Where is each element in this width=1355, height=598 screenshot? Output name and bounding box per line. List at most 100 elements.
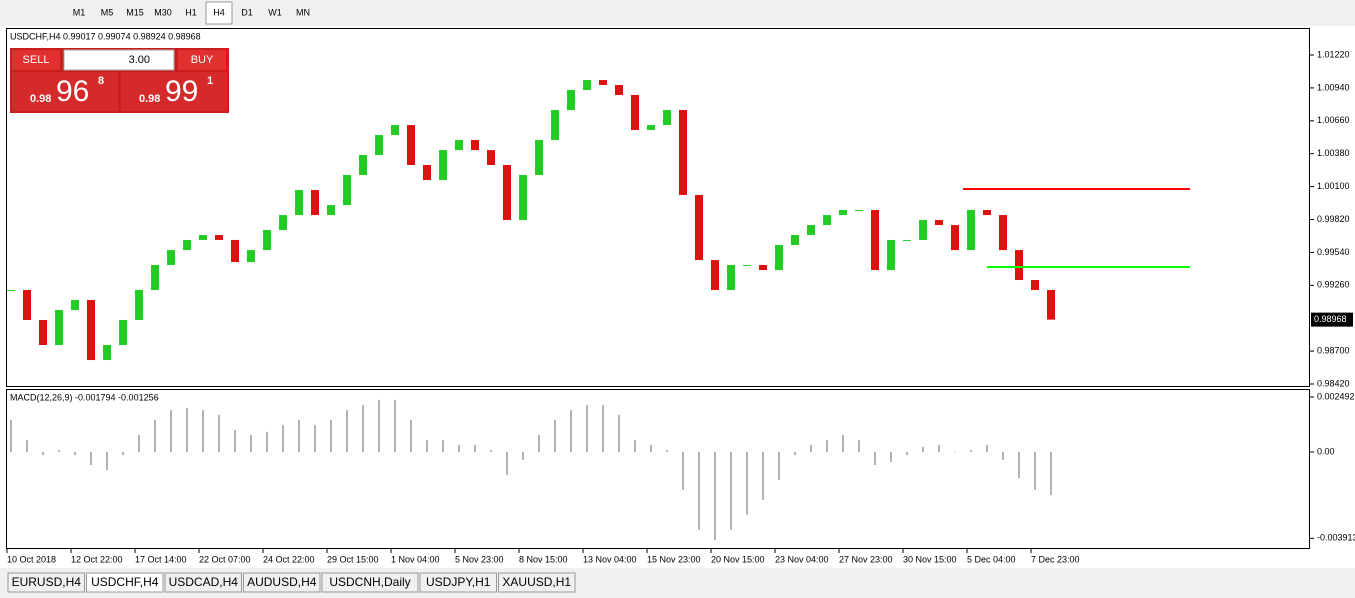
tab[interactable]	[7, 572, 85, 593]
x-tick-label: 8 Nov 15:00	[519, 554, 568, 564]
tab-label: USDCHF,H4	[91, 575, 159, 589]
tab[interactable]	[164, 572, 242, 593]
candle-body	[359, 155, 367, 175]
tab-label: XAUUSD,H1	[502, 575, 571, 589]
candle-body	[151, 264, 159, 291]
macd-bar	[378, 399, 380, 453]
y-tick-label: 1.00100	[1317, 181, 1350, 191]
macd-bar	[874, 452, 876, 466]
macd-bar	[410, 420, 412, 453]
candle-body	[439, 150, 447, 181]
macd-bar	[698, 452, 700, 530]
tab[interactable]	[498, 572, 576, 593]
chart-window	[0, 26, 1355, 567]
macd-bar	[234, 429, 236, 453]
y-tick-label: 1.01220	[1317, 49, 1350, 59]
candle-body	[7, 290, 15, 292]
macd-bar	[458, 444, 460, 453]
sell-price-box[interactable]	[12, 72, 118, 111]
sell-price-big: 0.98	[30, 93, 51, 105]
candle-body	[567, 90, 575, 111]
timeframe-button[interactable]: M1	[73, 7, 86, 17]
candle-body	[39, 319, 47, 345]
timeframe-button[interactable]: H1	[185, 7, 197, 17]
timeframe-button[interactable]: D1	[241, 7, 253, 17]
y-tick-label: 0.00	[1317, 446, 1335, 456]
active-timeframe	[205, 1, 233, 25]
buy-price-small: 1	[207, 75, 213, 87]
y-tick-label: 0.98700	[1317, 345, 1350, 355]
tab[interactable]	[243, 572, 321, 593]
current-price-label: 0.98968	[1314, 314, 1347, 324]
macd-bar	[730, 452, 732, 530]
macd-bar	[266, 431, 268, 453]
macd-bar	[570, 410, 572, 453]
sell-price-main: 96	[56, 75, 89, 108]
sell-button[interactable]	[12, 50, 60, 70]
macd-bar	[586, 405, 588, 453]
candle-body	[983, 209, 991, 216]
macd-bar	[298, 420, 300, 453]
candle-body	[311, 190, 319, 216]
macd-bar	[650, 444, 652, 453]
volume-field[interactable]	[63, 49, 175, 71]
macd-bar	[890, 452, 892, 462]
macd-bar	[106, 452, 108, 471]
y-tick-label: 1.00380	[1317, 148, 1350, 158]
candle-body	[759, 264, 767, 271]
x-tick-label: 20 Nov 15:00	[711, 554, 765, 564]
macd-bar	[330, 420, 332, 453]
buy-price-box[interactable]	[121, 72, 227, 111]
macd-bar	[762, 452, 764, 500]
macd-bar	[778, 452, 780, 481]
macd-bar	[794, 452, 796, 456]
candle-body	[375, 135, 383, 156]
macd-bar	[986, 444, 988, 453]
macd-bar	[282, 425, 284, 453]
candle-body	[823, 215, 831, 226]
macd-bar	[522, 452, 524, 460]
x-tick-label: 23 Nov 04:00	[775, 554, 829, 564]
x-tick-label: 13 Nov 04:00	[583, 554, 637, 564]
tab[interactable]	[86, 572, 164, 593]
timeframe-button[interactable]: M5	[101, 7, 114, 17]
timeframe-button[interactable]: M15	[126, 7, 144, 17]
tab[interactable]	[321, 572, 419, 593]
candle-body	[87, 299, 95, 361]
macd-bar	[250, 435, 252, 453]
candle-body	[775, 245, 783, 271]
candle-body	[391, 125, 399, 136]
candle-body	[455, 139, 463, 151]
macd-bar	[218, 414, 220, 453]
y-tick-label: 0.99260	[1317, 280, 1350, 290]
candle-body	[679, 110, 687, 195]
macd-bar	[538, 435, 540, 453]
tab[interactable]	[419, 572, 497, 593]
y-tick-label: 0.002492	[1317, 391, 1355, 401]
candle-body	[135, 290, 143, 320]
y-tick-label: 0.99820	[1317, 214, 1350, 224]
candle-body	[615, 84, 623, 95]
tab-label: USDJPY,H1	[426, 575, 491, 589]
timeframe-button[interactable]: MN	[296, 7, 310, 17]
candle-body	[919, 219, 927, 240]
macd-bar	[554, 420, 556, 453]
macd-bar	[42, 452, 44, 456]
timeframe-button[interactable]: H4	[213, 7, 225, 17]
x-tick-label: 1 Nov 04:00	[391, 554, 440, 564]
candle-body	[663, 110, 671, 126]
macd-bar	[666, 450, 668, 453]
buy-price-big: 0.98	[139, 93, 160, 105]
macd-bar	[186, 408, 188, 453]
timeframe-button[interactable]: W1	[268, 7, 282, 17]
macd-bar	[138, 435, 140, 453]
macd-bar	[842, 435, 844, 453]
candle-body	[855, 209, 863, 211]
buy-price-main: 99	[165, 75, 198, 108]
macd-bar	[858, 440, 860, 453]
timeframe-button[interactable]: M30	[154, 7, 172, 17]
x-tick-label: 10 Oct 2018	[7, 554, 56, 564]
volume: 3.00	[129, 54, 150, 66]
buy-button[interactable]	[178, 50, 226, 70]
